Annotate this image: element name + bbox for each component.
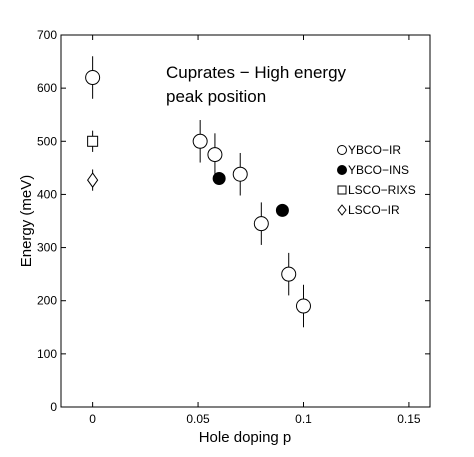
x-axis-label: Hole doping p — [199, 429, 292, 446]
data-point — [87, 172, 99, 188]
y-tick-label: 100 — [37, 347, 57, 361]
y-tick-label: 400 — [37, 187, 57, 201]
legend-label: LSCO−RIXS — [348, 183, 416, 197]
data-point — [281, 266, 297, 282]
y-tick-label: 0 — [50, 400, 57, 414]
data-point — [232, 166, 248, 182]
plot-frame — [60, 34, 431, 408]
x-tick-label: 0 — [89, 412, 96, 426]
axis-ticks — [61, 34, 430, 408]
data-point — [85, 70, 101, 86]
legend-marker — [337, 204, 347, 216]
chart-title-line-1: Cuprates − High energy — [166, 63, 347, 82]
legend: YBCO−IR YBCO−INS LSCO−RIXS LSCO−IR — [337, 143, 416, 217]
data-point — [253, 216, 269, 232]
legend-marker — [337, 145, 347, 155]
y-tick-label: 600 — [37, 81, 57, 95]
axis-tick-labels: 0 0.05 0.1 0.15 0 100 200 300 400 500 600 700 — [37, 28, 421, 426]
y-tick-label: 300 — [37, 241, 57, 255]
y-axis-label: Energy (meV) — [18, 175, 35, 268]
data-point — [207, 147, 223, 163]
data-point — [275, 203, 289, 217]
data-point — [192, 133, 208, 149]
y-tick-label: 500 — [37, 134, 57, 148]
legend-marker — [337, 165, 347, 175]
x-tick-label: 0.05 — [186, 412, 210, 426]
data-marks — [85, 56, 311, 328]
legend-marker — [337, 185, 347, 195]
data-point — [295, 298, 311, 314]
legend-label: YBCO−IR — [348, 143, 401, 157]
chart-title-line-2: peak position — [166, 87, 266, 106]
data-point — [212, 171, 226, 185]
y-tick-label: 200 — [37, 294, 57, 308]
x-tick-label: 0.15 — [397, 412, 421, 426]
legend-label: LSCO−IR — [348, 203, 400, 217]
y-tick-label: 700 — [37, 28, 57, 42]
legend-label: YBCO−INS — [348, 163, 409, 177]
x-tick-label: 0.1 — [295, 412, 312, 426]
data-point — [87, 135, 99, 147]
